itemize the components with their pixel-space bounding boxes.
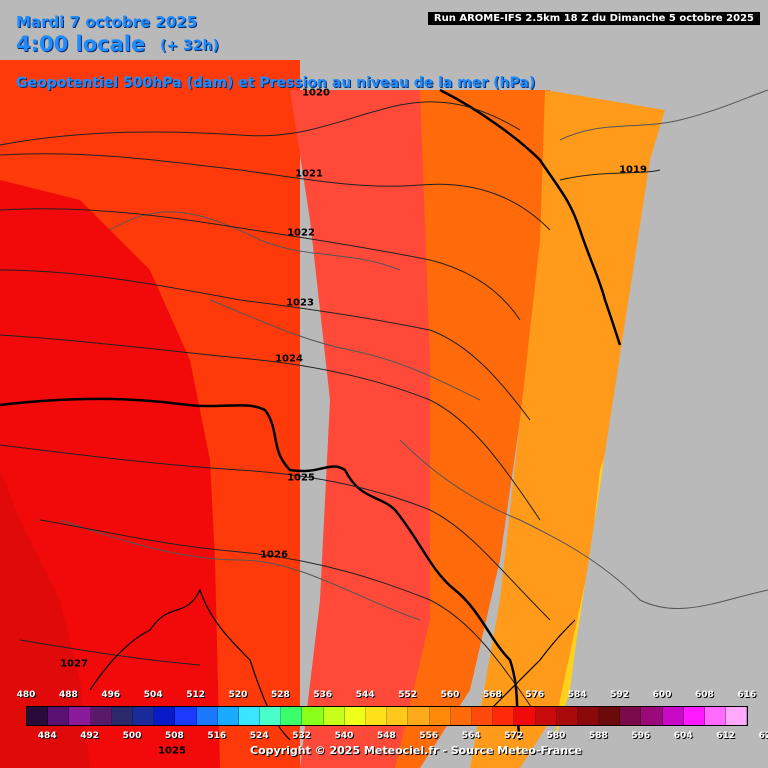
legend-swatch: [69, 707, 91, 725]
legend-swatch: [111, 707, 133, 725]
legend-swatch: [217, 707, 239, 725]
legend-swatch: [175, 707, 197, 725]
legend-swatch: [577, 707, 600, 725]
region-borders: [59, 89, 768, 621]
legend-swatch: [662, 707, 684, 725]
legend-swatch: [281, 707, 303, 725]
legend-swatch: [535, 707, 557, 725]
legend-tick: 556: [419, 731, 439, 741]
isobar-lines: [0, 101, 661, 721]
legend-swatch: [450, 707, 472, 725]
legend-swatch: [238, 707, 261, 725]
isobar-label: 1019: [619, 164, 647, 176]
isobar-label: 1026: [260, 549, 288, 561]
legend-swatch: [408, 707, 430, 725]
legend-swatch: [27, 707, 49, 725]
legend-tick: 568: [482, 690, 502, 700]
run-info: Run AROME-IFS 2.5km 18 Z du Dimanche 5 o…: [427, 12, 760, 25]
legend-swatch: [344, 707, 366, 725]
isobar-label: 1024: [275, 353, 303, 365]
legend-swatch: [323, 707, 345, 725]
legend-swatch: [260, 707, 282, 725]
legend-swatch: [196, 707, 218, 725]
legend-tick: 564: [461, 731, 481, 741]
isobar-label: 1025: [158, 745, 186, 757]
legend-tick: 608: [694, 690, 714, 700]
legend-swatch: [302, 707, 324, 725]
legend-swatch: [132, 707, 155, 725]
isobar-label: 1025: [287, 472, 315, 484]
isobar-label: 1023: [286, 297, 314, 309]
isobar-label: 1022: [287, 227, 315, 239]
legend-tick: 588: [588, 731, 608, 741]
legend-tick: 548: [376, 731, 396, 741]
legend-tick: 484: [37, 731, 57, 741]
legend-tick: 532: [292, 731, 311, 741]
legend-tick: 604: [673, 731, 693, 741]
legend-tick: 540: [334, 731, 354, 741]
legend-tick: 596: [631, 731, 651, 741]
legend-swatch: [705, 707, 727, 725]
legend-swatch: [620, 707, 642, 725]
forecast-offset: (+ 32h): [160, 38, 219, 54]
parameter-title: Geopotentiel 500hPa (dam) et Pression au…: [16, 75, 536, 91]
legend-tick: 500: [122, 731, 142, 741]
legend-tick: 524: [249, 731, 269, 741]
legend-tick: 600: [652, 690, 672, 700]
legend-tick: 488: [58, 690, 78, 700]
isobar-label: 1021: [295, 168, 323, 180]
forecast-date: Mardi 7 octobre 2025: [16, 13, 198, 31]
legend-swatch: [683, 707, 705, 725]
legend-swatch: [90, 707, 112, 725]
legend-tick: 544: [355, 690, 375, 700]
legend-swatch: [366, 707, 388, 725]
legend-swatch: [154, 707, 176, 725]
legend-tick: 536: [313, 690, 333, 700]
forecast-time: 4:00 locale: [16, 32, 146, 56]
legend-tick: 512: [186, 690, 205, 700]
legend-tick: 620: [758, 731, 768, 741]
legend-tick: 480: [16, 690, 36, 700]
legend-tick: 560: [440, 690, 460, 700]
legend-swatch: [493, 707, 515, 725]
legend-swatch: [556, 707, 578, 725]
legend-tick: 580: [546, 731, 566, 741]
legend-swatch: [514, 707, 536, 725]
legend-tick: 520: [228, 690, 248, 700]
legend-tick: 584: [567, 690, 587, 700]
legend-tick: 528: [270, 690, 290, 700]
legend-swatch: [48, 707, 70, 725]
legend-tick: 576: [525, 690, 545, 700]
legend-tick: 492: [80, 731, 99, 741]
legend-swatch: [726, 707, 748, 725]
copyright-notice: Copyright © 2025 Meteociel.fr - Source M…: [250, 744, 583, 757]
country-borders: [0, 88, 622, 741]
legend-swatches: [26, 706, 749, 726]
legend-tick: 572: [504, 731, 523, 741]
legend-tick: 496: [101, 690, 121, 700]
isobar-label: 1020: [302, 87, 330, 99]
legend-swatch: [387, 707, 409, 725]
legend-tick: 592: [610, 690, 629, 700]
legend-tick: 504: [143, 690, 163, 700]
isobar-label: 1027: [60, 658, 88, 670]
legend-swatch: [429, 707, 451, 725]
legend-swatch: [599, 707, 621, 725]
legend-tick: 616: [737, 690, 757, 700]
legend-tick: 612: [716, 731, 735, 741]
legend-tick: 508: [164, 731, 184, 741]
legend-tick: 516: [207, 731, 227, 741]
color-legend: 480 488 496 504 512 520 528 536 544 552 560 568 576 5…: [0, 688, 768, 768]
legend-swatch: [641, 707, 663, 725]
legend-swatch: [471, 707, 494, 725]
coastline: [89, 588, 576, 741]
legend-tick: 552: [398, 690, 417, 700]
